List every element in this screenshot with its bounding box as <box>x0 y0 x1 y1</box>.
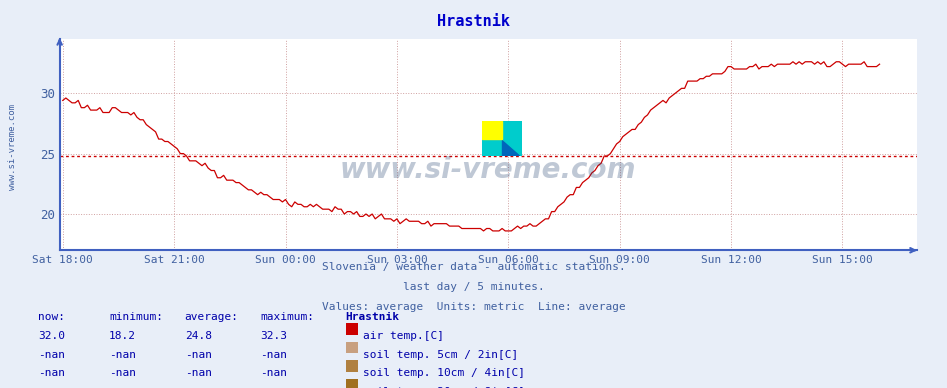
Bar <box>482 139 502 156</box>
Text: -nan: -nan <box>38 350 65 360</box>
Text: Slovenia / weather data - automatic stations.: Slovenia / weather data - automatic stat… <box>322 262 625 272</box>
Text: www.si-vreme.com: www.si-vreme.com <box>8 104 17 191</box>
Bar <box>482 121 502 139</box>
Text: -nan: -nan <box>38 387 65 388</box>
Text: soil temp. 10cm / 4in[C]: soil temp. 10cm / 4in[C] <box>363 368 525 378</box>
Text: 24.8: 24.8 <box>185 331 212 341</box>
Text: 32.0: 32.0 <box>38 331 65 341</box>
Text: air temp.[C]: air temp.[C] <box>363 331 444 341</box>
Bar <box>502 121 522 156</box>
Text: -nan: -nan <box>185 350 212 360</box>
Polygon shape <box>482 121 522 156</box>
Text: -nan: -nan <box>109 387 136 388</box>
Text: Hrastnik: Hrastnik <box>346 312 400 322</box>
Text: -nan: -nan <box>260 368 288 378</box>
Text: www.si-vreme.com: www.si-vreme.com <box>340 156 636 184</box>
Text: Values: average  Units: metric  Line: average: Values: average Units: metric Line: aver… <box>322 302 625 312</box>
Text: 32.3: 32.3 <box>260 331 288 341</box>
Text: 18.2: 18.2 <box>109 331 136 341</box>
Text: -nan: -nan <box>185 368 212 378</box>
Text: soil temp. 20cm / 8in[C]: soil temp. 20cm / 8in[C] <box>363 387 525 388</box>
Text: Hrastnik: Hrastnik <box>437 14 510 29</box>
Text: now:: now: <box>38 312 65 322</box>
Text: -nan: -nan <box>260 350 288 360</box>
Text: soil temp. 5cm / 2in[C]: soil temp. 5cm / 2in[C] <box>363 350 518 360</box>
Text: last day / 5 minutes.: last day / 5 minutes. <box>402 282 545 292</box>
Text: -nan: -nan <box>260 387 288 388</box>
Bar <box>482 121 502 139</box>
Text: maximum:: maximum: <box>260 312 314 322</box>
Text: -nan: -nan <box>109 368 136 378</box>
Text: -nan: -nan <box>109 350 136 360</box>
Text: -nan: -nan <box>38 368 65 378</box>
Text: average:: average: <box>185 312 239 322</box>
Text: minimum:: minimum: <box>109 312 163 322</box>
Text: -nan: -nan <box>185 387 212 388</box>
